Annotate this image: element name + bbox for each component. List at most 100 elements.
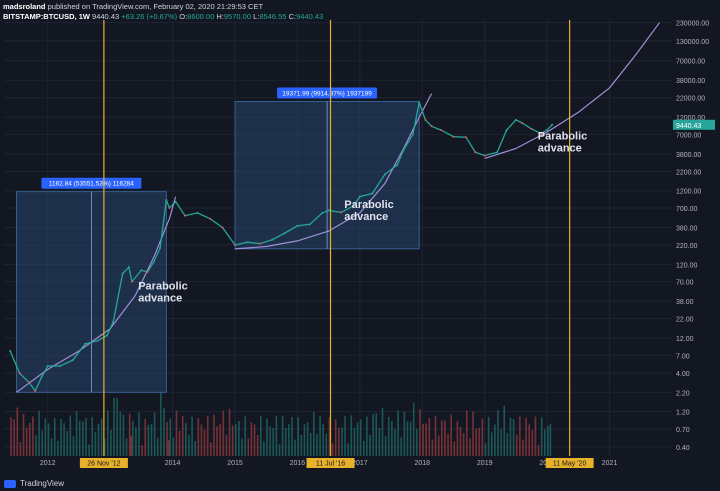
volume-bar: [222, 410, 225, 456]
price-point: [18, 372, 21, 375]
price-point: [159, 247, 162, 250]
y-tick-label: 380.00: [676, 226, 698, 233]
volume-bar: [338, 427, 340, 456]
y-tick-label: 3800.00: [676, 152, 701, 159]
volume-bar: [63, 423, 65, 456]
volume-bar: [369, 435, 371, 456]
footer: TradingView: [4, 479, 64, 488]
x-tick-label: 2014: [165, 460, 181, 467]
volume-bar: [459, 426, 462, 456]
y-tick-label: 7000.00: [676, 132, 701, 139]
ohlc-open: 8600.00: [187, 12, 215, 21]
price-point: [530, 127, 533, 130]
symbol-name[interactable]: BITSTAMP:BTCUSD, 1W: [3, 12, 90, 21]
volume-bar: [253, 424, 256, 456]
volume-bar: [490, 432, 493, 456]
volume-bar: [409, 421, 412, 456]
volume-bar: [144, 418, 147, 456]
volume-bar: [397, 410, 399, 456]
price-point: [27, 381, 30, 384]
volume-bar: [128, 413, 131, 456]
volume-bar: [181, 415, 184, 456]
volume-bar: [163, 408, 165, 456]
annotation-line: Parabolic: [138, 280, 188, 292]
annotation-line: advance: [138, 292, 182, 304]
parabolic-curve: [484, 22, 660, 159]
volume-bar: [197, 417, 200, 456]
volume-bar: [130, 435, 133, 456]
price-point: [546, 129, 549, 132]
price-point: [551, 123, 554, 126]
volume-bar: [247, 438, 250, 456]
price-point: [296, 224, 299, 227]
volume-bar: [35, 435, 37, 456]
volume-bar: [350, 415, 353, 456]
volume-bar: [359, 419, 362, 456]
price-change: +63.26 (+0.67%): [121, 12, 178, 21]
volume-bar: [428, 418, 431, 456]
vertical-marker-tag: [545, 458, 594, 468]
vertical-marker-tag: [79, 458, 128, 468]
x-tick-label: 2016: [290, 460, 306, 467]
volume-bar: [544, 429, 546, 456]
price-point: [411, 133, 414, 136]
volume-bar: [57, 440, 59, 456]
price-point: [327, 209, 330, 212]
ohlc-close: 9440.43: [296, 12, 324, 21]
volume-bar: [425, 423, 428, 456]
volume-bar: [206, 415, 209, 456]
price-point: [184, 214, 187, 217]
volume-bar: [362, 440, 365, 456]
price-point: [165, 198, 168, 201]
volume-bar: [306, 422, 309, 456]
volume-bar: [325, 433, 328, 456]
publisher-name[interactable]: madsroland: [3, 2, 46, 11]
y-tick-label: 0.40: [676, 445, 690, 452]
volume-bar: [203, 429, 206, 456]
volume-bar: [216, 426, 218, 456]
volume-bar: [484, 443, 487, 456]
volume-bar: [403, 411, 406, 456]
volume-bar: [515, 434, 518, 456]
volume-bar: [475, 428, 477, 456]
volume-bar: [313, 411, 315, 456]
volume-bar: [450, 414, 452, 456]
volume-bar: [437, 435, 440, 456]
volume-bar: [66, 431, 69, 456]
price-point: [71, 359, 74, 362]
price-point: [418, 101, 421, 104]
volume-bar: [400, 437, 403, 456]
price-point: [130, 280, 133, 283]
ohlc-l-label: L:: [253, 12, 260, 21]
volume-bar: [512, 419, 515, 456]
vertical-marker-tag: [306, 458, 355, 468]
volume-bar: [419, 409, 421, 456]
volume-bar: [478, 427, 481, 456]
volume-bar: [319, 416, 321, 456]
price-point: [112, 320, 115, 323]
volume-bar: [32, 416, 34, 456]
volume-bar: [331, 443, 334, 456]
volume-bar: [272, 428, 275, 456]
volume-bar: [297, 417, 300, 456]
volume-bar: [481, 418, 484, 456]
brand-name[interactable]: TradingView: [20, 479, 65, 488]
x-tick-label: 2017: [352, 460, 368, 467]
volume-bar: [334, 419, 337, 456]
volume-bar: [122, 414, 125, 456]
y-tick-label: 0.70: [676, 427, 690, 434]
volume-bar: [497, 410, 499, 456]
volume-bar: [160, 392, 162, 456]
volume-bar: [147, 424, 150, 456]
volume-bar: [88, 444, 90, 456]
volume-bar: [135, 427, 137, 456]
volume-bar: [269, 426, 271, 456]
price-point: [106, 334, 109, 337]
volume-bar: [503, 405, 506, 456]
price-point: [209, 217, 212, 220]
volume-bar: [69, 415, 72, 456]
ohlc-c-label: C:: [288, 12, 297, 21]
current-price-tag: [673, 119, 715, 130]
volume-bar: [263, 441, 265, 456]
